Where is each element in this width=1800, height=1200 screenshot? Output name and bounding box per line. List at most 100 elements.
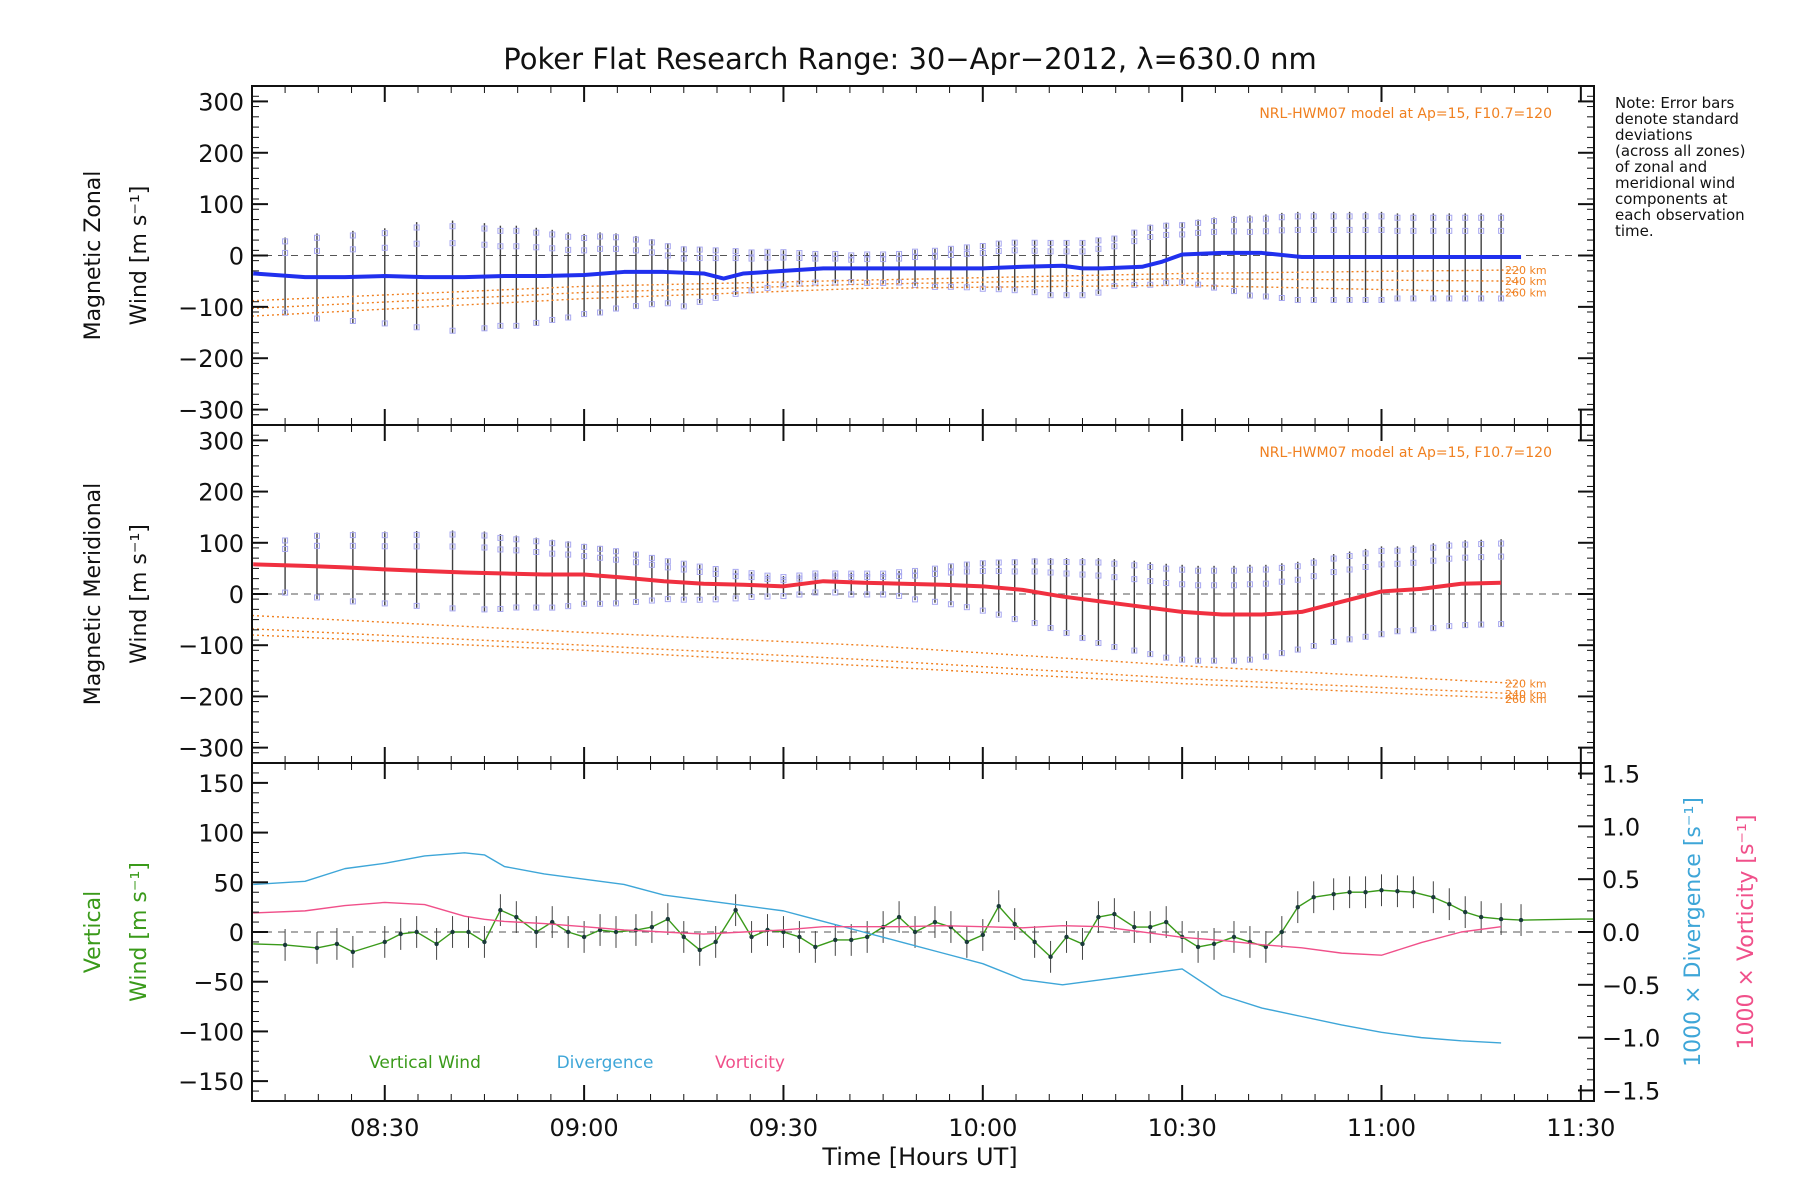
y-tick-label: 0 — [229, 919, 244, 947]
y-tick-label: −300 — [178, 397, 244, 425]
zone-point — [1330, 569, 1337, 576]
zone-point — [1031, 568, 1038, 575]
zone-point — [533, 538, 540, 545]
zone-point — [780, 577, 787, 584]
zone-point — [1462, 214, 1469, 221]
zone-point — [748, 574, 755, 581]
y-tick-label: 150 — [198, 770, 244, 798]
y-tick-label: 100 — [198, 820, 244, 848]
zone-point — [1147, 651, 1154, 658]
zone-point — [549, 316, 556, 323]
y-tick-label: 200 — [198, 479, 244, 507]
vertical-wind-point — [781, 929, 786, 935]
zone-point — [613, 548, 620, 555]
vertical-wind-point — [649, 924, 655, 930]
zone-point — [413, 602, 420, 609]
zone-point — [812, 589, 819, 596]
zone-point — [1147, 578, 1154, 585]
vertical-wind-point — [1447, 901, 1452, 907]
zone-point — [696, 568, 703, 575]
zone-point — [1095, 640, 1102, 647]
zone-point — [995, 286, 1002, 293]
zone-point — [1095, 572, 1102, 579]
zone-point — [565, 233, 572, 240]
zone-point — [1278, 564, 1285, 571]
zone-point — [1111, 574, 1118, 581]
zone-point — [1011, 239, 1018, 246]
zone-point — [832, 255, 839, 262]
zone-point — [680, 303, 687, 310]
zone-point — [812, 570, 819, 577]
zone-point — [832, 573, 839, 580]
zone-point — [1262, 228, 1269, 235]
zone-point — [664, 300, 671, 307]
zone-point — [513, 547, 520, 554]
zone-point — [1410, 295, 1417, 302]
zone-point — [481, 325, 488, 332]
y-axis-label-line2: Wind [m s⁻¹] — [127, 524, 152, 664]
vertical-wind-point — [1431, 895, 1436, 900]
zone-point — [931, 598, 938, 605]
zone-point — [912, 281, 919, 288]
zone-point — [995, 559, 1002, 566]
vertical-wind-point — [581, 934, 587, 940]
zone-point — [1478, 554, 1485, 561]
zone-point — [995, 611, 1002, 618]
zone-point — [1330, 296, 1337, 303]
zone-point — [1063, 239, 1070, 246]
zone-point — [381, 244, 388, 251]
zone-point — [1478, 541, 1485, 548]
vertical-wind-point — [514, 914, 519, 920]
zone-point — [1394, 214, 1401, 221]
zone-point — [497, 605, 504, 612]
zone-point — [1446, 227, 1453, 234]
zone-point — [1294, 296, 1301, 303]
zone-point — [664, 252, 671, 259]
zone-point — [732, 255, 739, 262]
zone-point — [513, 243, 520, 250]
zone-point — [481, 544, 488, 551]
zone-point — [712, 247, 719, 254]
model-label: NRL-HWM07 model at Ap=15, F10.7=120 — [1259, 106, 1552, 122]
zone-point — [632, 551, 639, 558]
vertical-wind-point — [964, 939, 970, 945]
zone-point — [1031, 239, 1038, 246]
vertical-wind-point — [681, 934, 686, 940]
zone-point — [1410, 227, 1417, 234]
zone-point — [931, 283, 938, 290]
zone-point — [581, 247, 588, 254]
zone-point — [381, 532, 388, 539]
zone-point — [449, 240, 456, 247]
zone-point — [963, 568, 970, 575]
zone-point — [995, 247, 1002, 254]
zone-point — [1346, 636, 1353, 643]
zone-point — [497, 546, 504, 553]
y-tick-label: 300 — [198, 427, 244, 455]
y-tick-label: −300 — [178, 735, 244, 763]
zone-point — [1262, 293, 1269, 300]
zone-point — [1330, 213, 1337, 220]
zone-point — [549, 550, 556, 557]
zone-point — [1230, 567, 1237, 574]
zone-point — [581, 553, 588, 560]
vertical-wind-point — [1164, 919, 1169, 925]
zone-point — [1163, 231, 1170, 238]
zone-point — [648, 554, 655, 561]
zone-point — [597, 309, 604, 316]
zone-point — [1310, 643, 1317, 650]
zone-point — [381, 543, 388, 550]
x-tick-label: 11:00 — [1347, 1114, 1416, 1142]
y2-tick-label: −1.5 — [1602, 1077, 1660, 1105]
zone-point — [896, 255, 903, 262]
zone-point — [381, 600, 388, 607]
vertical-wind-point — [1148, 924, 1153, 930]
zone-point — [963, 604, 970, 611]
zone-point — [581, 543, 588, 550]
zone-point — [1179, 581, 1186, 588]
model-curve-label: 260 km — [1505, 286, 1547, 299]
zone-point — [1446, 214, 1453, 221]
model-curve — [252, 614, 1522, 685]
vertical-wind-point — [813, 944, 818, 950]
vertical-wind-point — [1347, 890, 1352, 895]
